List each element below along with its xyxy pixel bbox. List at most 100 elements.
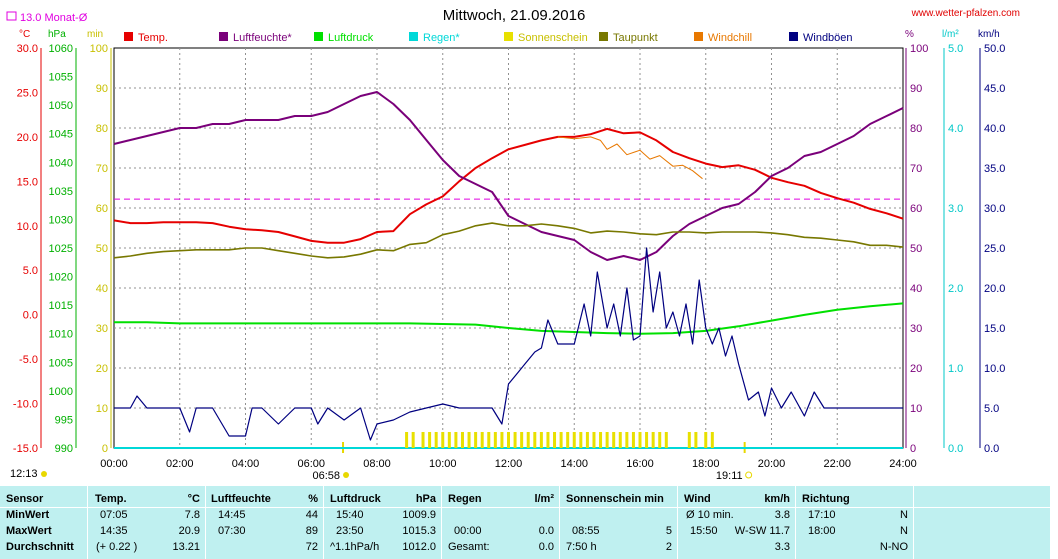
pressure-tick-label: 1060 — [49, 43, 73, 55]
max-temp-value: 20.9 — [178, 525, 200, 537]
max-pressure-value: 1015.3 — [402, 525, 436, 537]
series-temp — [113, 127, 904, 244]
table-col-sep — [87, 486, 88, 559]
x-tick-label: 00:00 — [100, 458, 128, 470]
min-temp-time: 07:05 — [100, 509, 128, 521]
avg-pressure-value: 1012.0 — [402, 541, 436, 553]
table-header-temp-unit: °C — [187, 493, 200, 505]
pressure-tick-label: 1040 — [49, 157, 73, 169]
legend-swatch — [124, 32, 133, 41]
x-tick-label: 02:00 — [166, 458, 194, 470]
sun-icon — [343, 472, 350, 478]
table-col-sep — [795, 486, 796, 559]
max-wind-value: W-SW 11.7 — [734, 525, 790, 537]
humidity-tick-label: 90 — [910, 83, 922, 95]
legend-swatch — [314, 32, 323, 41]
chart-legend: Temp. Luftfeuchte* Luftdruck Regen* Sonnensc… — [124, 32, 853, 44]
minutes-unit-label: min — [87, 29, 103, 40]
humidity-tick-label: 100 — [910, 43, 928, 55]
sunshine-bar — [579, 432, 583, 448]
table-header-pressure: Luftdruck — [330, 493, 381, 505]
temp-tick-label: -15.0 — [13, 443, 38, 455]
min-pressure-value: 1009.9 — [402, 509, 436, 521]
sunshine-bar — [625, 432, 629, 448]
sunshine-bar — [618, 432, 622, 448]
wind-tick-label: 35.0 — [984, 163, 1005, 175]
pressure-tick-label: 1055 — [49, 72, 73, 84]
minutes-tick-label: 100 — [90, 43, 108, 55]
max-sunshine-value: 5 — [665, 525, 672, 537]
humidity-tick-label: 60 — [910, 203, 922, 215]
x-tick-label: 06:00 — [297, 458, 325, 470]
temp-tick-label: -10.0 — [13, 399, 38, 411]
humidity-tick-label: 30 — [910, 323, 922, 335]
minutes-tick-label: 80 — [96, 123, 108, 135]
sunshine-bar — [520, 432, 524, 448]
sunshine-bar — [507, 432, 510, 448]
avg-wind-value: 3.3 — [774, 541, 790, 553]
table-header-direction: Richtung — [802, 493, 850, 505]
humidity-tick-label: 70 — [910, 163, 922, 175]
temp-tick-label: -5.0 — [19, 354, 38, 366]
series-taupunkt — [113, 222, 904, 259]
sunshine-bar — [704, 432, 708, 448]
chart-series — [113, 91, 904, 449]
legend-label: Sonnenschein — [518, 32, 588, 44]
sunshine-bar — [493, 432, 497, 448]
chart-title: Mittwoch, 21.09.2016 — [443, 7, 586, 24]
table-col-sep — [323, 486, 324, 559]
sunset-label: 19:11 — [716, 470, 743, 482]
x-tick-label: 10:00 — [429, 458, 457, 470]
temp-unit-label: °C — [19, 29, 30, 40]
temp-tick-label: 5.0 — [23, 265, 38, 277]
sunshine-bar — [592, 432, 596, 448]
x-tick-label: 16:00 — [626, 458, 654, 470]
table-header-humidity-unit: % — [308, 493, 318, 505]
stats-table: Sensor Temp. °C Luftfeuchte % Luftdruck … — [0, 486, 1050, 559]
legend-swatch — [789, 32, 798, 41]
site-link[interactable]: www.wetter-pfalzen.com — [911, 8, 1020, 19]
sunshine-bar — [546, 432, 550, 448]
legend-swatch — [599, 32, 608, 41]
wind-tick-label: 15.0 — [984, 323, 1005, 335]
x-tick-label: 22:00 — [823, 458, 851, 470]
legend-swatch — [504, 32, 513, 41]
minutes-tick-label: 20 — [96, 363, 108, 375]
avg-pressure-trend: ^1.1hPa/h — [330, 541, 380, 553]
table-header-rain: Regen — [448, 493, 482, 505]
table-divider — [0, 507, 1050, 508]
humidity-tick-label: 50 — [910, 243, 922, 255]
wind-tick-label: 5.0 — [984, 403, 999, 415]
avg-rain-value: 0.0 — [538, 541, 554, 553]
series-luftfeuchte — [113, 91, 904, 261]
table-header-humidity: Luftfeuchte — [211, 493, 271, 505]
sunshine-bar — [447, 432, 451, 448]
rain-tick-label: 1.0 — [948, 363, 963, 375]
min-direction-value: N — [900, 509, 908, 521]
legend-label: Luftfeuchte* — [233, 32, 292, 44]
series-windböen — [114, 247, 903, 441]
x-tick-label: 14:00 — [560, 458, 588, 470]
x-tick-label: 04:00 — [232, 458, 260, 470]
row-label-max: MaxWert — [6, 525, 52, 537]
wind-tick-label: 45.0 — [984, 83, 1005, 95]
humidity-tick-label: 20 — [910, 363, 922, 375]
humidity-unit-label: % — [905, 29, 914, 40]
table-col-sep — [559, 486, 560, 559]
sunshine-bar — [474, 432, 478, 448]
sunrise-label: 06:58 — [312, 470, 340, 482]
max-humidity-time: 07:30 — [218, 525, 246, 537]
legend-label: Luftdruck — [328, 32, 374, 44]
sunshine-bar — [441, 432, 445, 448]
wind-tick-label: 40.0 — [984, 123, 1005, 135]
x-tick-label: 24:00 — [889, 458, 917, 470]
series-luftdruck — [114, 302, 904, 335]
minutes-tick-label: 10 — [96, 403, 108, 415]
pressure-tick-label: 1005 — [49, 357, 73, 369]
legend-label: Regen* — [423, 32, 460, 44]
sunshine-bar — [460, 432, 464, 448]
sunshine-bar — [421, 432, 425, 448]
moon-time-label: 12:13 — [10, 468, 38, 480]
monthly-avg-label: 13.0 Monat-Ø — [20, 12, 88, 24]
max-wind-time: 15:50 — [690, 525, 718, 537]
